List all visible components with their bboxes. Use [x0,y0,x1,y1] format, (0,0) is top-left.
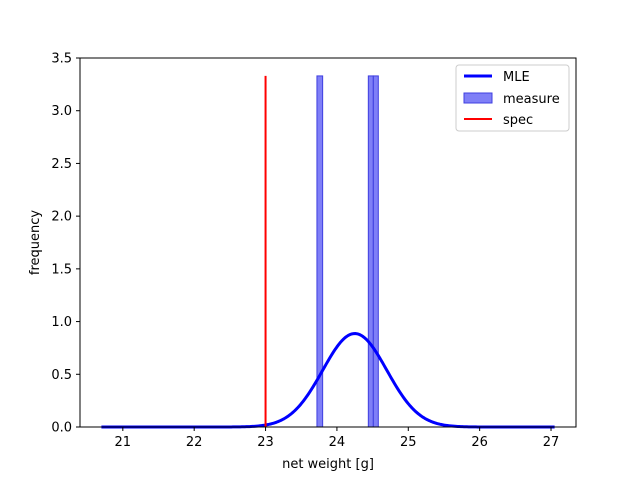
x-tick-label: 25 [400,435,417,450]
x-tick-label: 21 [115,435,132,450]
legend: MLE measure spec [455,64,570,132]
legend-spec-label: spec [503,113,533,128]
legend-measure-swatch [463,92,493,104]
legend-mle-label: MLE [503,70,530,85]
x-tick-label: 27 [543,435,560,450]
legend-measure-label: measure [503,92,560,107]
y-tick-label: 2.5 [51,157,72,172]
y-tick-label: 1.0 [51,315,72,330]
histogram-bar [372,75,379,428]
x-tick-label: 26 [471,435,488,450]
plot-frame [79,57,577,428]
y-tick-label: 0.0 [51,421,72,436]
y-tick-label: 3.0 [51,104,72,119]
y-tick-label: 3.5 [51,52,72,67]
y-axis-label: frequency [28,210,43,276]
x-tick-label: 24 [329,435,346,450]
y-tick-label: 0.5 [51,368,72,383]
y-axis-ticks: 0.0 0.5 1.0 1.5 2.0 2.5 3.0 3.5 [51,52,80,436]
histogram-bar [367,75,374,428]
y-tick-label: 1.5 [51,262,72,277]
x-tick-label: 22 [186,435,203,450]
legend-box [455,64,570,132]
y-tick-label: 2.0 [51,210,72,225]
x-tick-label: 23 [257,435,274,450]
x-axis-label: net weight [g] [282,457,374,472]
x-axis-ticks: 21 22 23 24 25 26 27 [115,427,560,450]
